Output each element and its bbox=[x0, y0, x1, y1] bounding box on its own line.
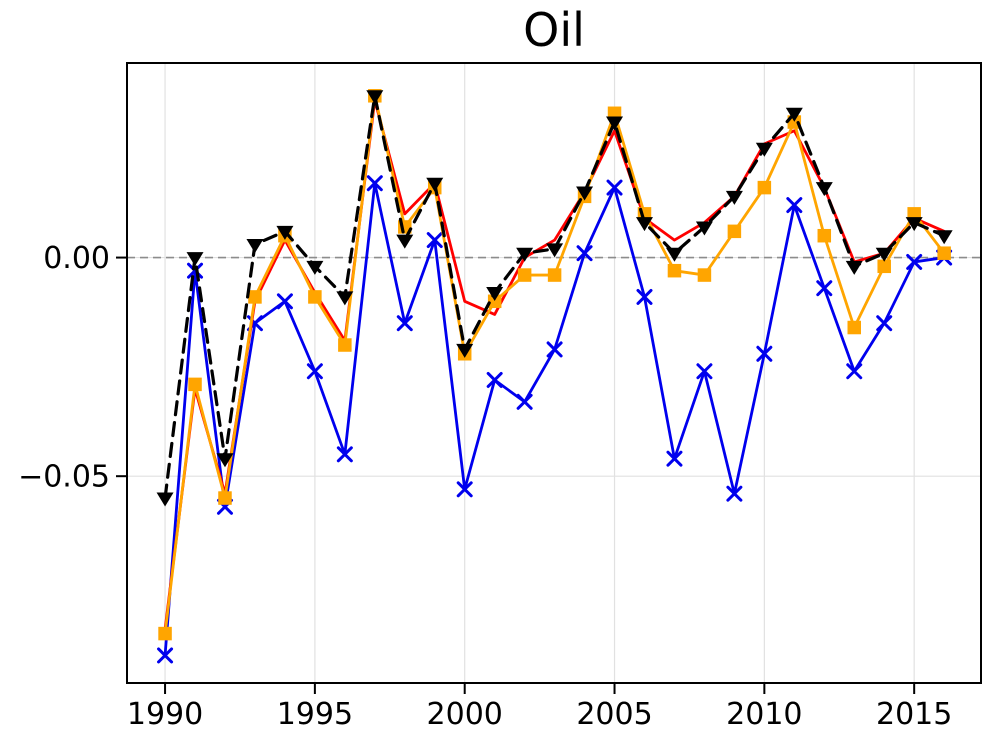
black-dashed-triangle-series-marker bbox=[456, 343, 474, 358]
orange-square-series-marker bbox=[338, 338, 352, 352]
black-dashed-triangle-series-marker bbox=[665, 247, 683, 262]
black-dashed-triangle-series-marker bbox=[216, 453, 234, 468]
blue-x-series-marker bbox=[636, 288, 653, 305]
plot-border bbox=[126, 62, 982, 684]
orange-square-series-marker bbox=[547, 268, 562, 282]
blue-x-series-marker bbox=[546, 341, 563, 358]
x-tick-label: 2005 bbox=[576, 697, 652, 732]
series-layer bbox=[156, 89, 953, 664]
black-dashed-triangle-series-marker bbox=[276, 225, 294, 240]
black-dashed-triangle-series-marker bbox=[186, 252, 204, 267]
black-dashed-triangle-series-marker bbox=[336, 291, 354, 306]
blue-x-series-marker bbox=[576, 245, 593, 262]
black-dashed-triangle-series-marker bbox=[516, 247, 534, 262]
orange-square-series-marker bbox=[817, 228, 832, 243]
blue-x-series-marker bbox=[666, 450, 683, 467]
black-dashed-triangle-series-marker bbox=[695, 221, 713, 236]
plot-background bbox=[127, 63, 981, 683]
blue-x-series-marker bbox=[306, 363, 323, 380]
blue-x-series-marker bbox=[726, 485, 743, 502]
orange-square-series-marker bbox=[218, 491, 232, 505]
axis-layer: 1990 1995 2000 2005 2010 2015 0.00 −0.05 bbox=[18, 62, 982, 732]
black-dashed-triangle-series-marker bbox=[156, 492, 174, 507]
black-dashed-triangle-series-marker bbox=[486, 287, 504, 302]
x-tick-label: 2015 bbox=[876, 697, 952, 732]
black-dashed-triangle-series-marker bbox=[576, 186, 594, 201]
black-dashed-triangle-series-marker bbox=[635, 217, 653, 232]
x-tick-label: 2000 bbox=[427, 697, 503, 732]
orange-square-series-marker bbox=[188, 377, 202, 392]
orange-square-series-marker bbox=[847, 320, 861, 335]
blue-x-series-marker bbox=[366, 175, 383, 192]
blue-x-series-marker bbox=[336, 446, 353, 463]
orange-square-series-marker bbox=[697, 268, 712, 282]
orange-square-series-marker bbox=[158, 626, 172, 641]
black-dashed-triangle-series-marker bbox=[905, 217, 923, 232]
blue-x-series-marker bbox=[606, 179, 623, 196]
black-dashed-triangle-series-marker bbox=[606, 116, 624, 131]
blue-x-series-marker bbox=[816, 280, 833, 297]
black-dashed-triangle-series-marker bbox=[246, 238, 264, 253]
orange-square-series-marker bbox=[308, 290, 322, 304]
x-tick-label: 1990 bbox=[127, 697, 203, 732]
orange-square-series-marker bbox=[667, 263, 682, 278]
x-tick-label: 1995 bbox=[277, 697, 353, 732]
blue-x-series-marker bbox=[396, 315, 413, 332]
blue-x-series-marker bbox=[876, 315, 893, 332]
orange-square-series-marker bbox=[937, 246, 951, 260]
blue-x-series-marker bbox=[696, 363, 713, 380]
orange-square-series-marker bbox=[877, 259, 891, 274]
grid-layer bbox=[127, 63, 981, 683]
blue-x-series-marker bbox=[276, 293, 293, 310]
blue-x-series-marker bbox=[846, 363, 863, 380]
blue-x-series-marker bbox=[756, 345, 773, 362]
black-dashed-triangle-series-marker bbox=[725, 190, 743, 205]
black-dashed-triangle-series-marker bbox=[546, 243, 564, 258]
black-dashed-triangle-series-marker bbox=[426, 177, 444, 192]
y-tick-label: −0.05 bbox=[18, 460, 110, 495]
blue-x-series-marker bbox=[426, 232, 443, 249]
black-dashed-triangle-series-marker bbox=[935, 230, 953, 245]
y-tick-label: 0.00 bbox=[43, 241, 110, 276]
orange-square-series-marker bbox=[248, 290, 262, 304]
x-tick-label: 2010 bbox=[726, 697, 802, 732]
orange-square-series-marker bbox=[757, 180, 772, 195]
orange-square-series-marker bbox=[727, 224, 742, 239]
blue-x-series-marker bbox=[157, 647, 174, 664]
black-dashed-triangle-series-marker bbox=[785, 107, 803, 122]
black-dashed-triangle-series-marker bbox=[755, 142, 773, 157]
orange-square-series-marker bbox=[487, 294, 502, 309]
chart-title: Oil bbox=[523, 3, 585, 57]
black-dashed-triangle-series-marker bbox=[845, 260, 863, 275]
blue-x-series-marker bbox=[456, 481, 473, 498]
black-dashed-triangle-series-marker bbox=[306, 260, 324, 275]
blue-x-series-marker bbox=[187, 262, 204, 279]
black-dashed-triangle-series-marker bbox=[396, 234, 414, 249]
blue-x-series-marker bbox=[906, 253, 923, 270]
blue-x-series-marker bbox=[516, 393, 533, 410]
black-dashed-triangle-series-marker bbox=[815, 182, 833, 197]
black-dashed-triangle-series-marker bbox=[875, 247, 893, 262]
blue-x-series-marker bbox=[786, 197, 803, 214]
orange-square-series-marker bbox=[517, 268, 532, 282]
black-dashed-triangle-series-marker bbox=[366, 90, 384, 105]
blue-x-series-marker bbox=[486, 371, 503, 388]
